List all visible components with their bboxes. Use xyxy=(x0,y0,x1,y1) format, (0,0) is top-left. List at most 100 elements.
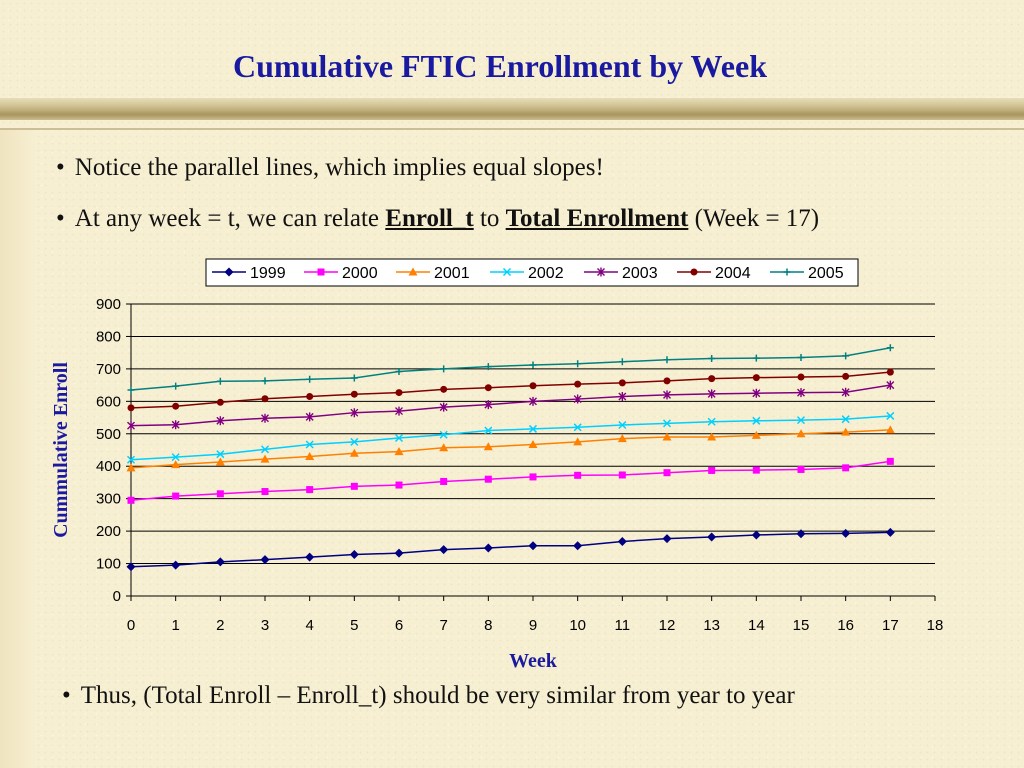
data-point-2001 xyxy=(305,451,315,460)
data-point-2004 xyxy=(440,385,448,393)
data-point-2004 xyxy=(842,372,850,380)
bullet-2-term-enroll-t: Enroll_t xyxy=(385,205,474,232)
data-point-2002 xyxy=(216,450,225,459)
data-point-2005 xyxy=(708,355,716,363)
y-tick-label: 800 xyxy=(96,328,121,345)
legend-marker xyxy=(783,268,791,276)
data-point-2004 xyxy=(529,382,537,390)
data-point-2005 xyxy=(618,358,626,366)
series-2003 xyxy=(127,380,895,431)
data-point-2003 xyxy=(573,394,582,404)
legend-marker xyxy=(690,268,698,276)
series-2005 xyxy=(127,344,894,394)
x-tick-label: 16 xyxy=(837,617,854,634)
data-point-1999 xyxy=(349,549,359,559)
data-point-2003 xyxy=(484,400,493,410)
data-point-2003 xyxy=(886,380,895,390)
data-point-2002 xyxy=(439,430,448,439)
data-point-2003 xyxy=(127,421,135,431)
data-point-2002 xyxy=(662,419,672,428)
data-point-2004 xyxy=(172,402,180,410)
legend-marker xyxy=(317,268,325,276)
data-point-2005 xyxy=(842,352,850,360)
data-point-2003 xyxy=(395,406,403,416)
data-point-2000 xyxy=(172,492,180,500)
x-tick-label: 10 xyxy=(569,617,586,634)
data-point-2000 xyxy=(663,469,671,477)
bullet-glyph: • xyxy=(62,682,71,709)
data-point-2001 xyxy=(662,432,672,441)
data-point-2003 xyxy=(529,396,537,406)
bullet-glyph: • xyxy=(56,205,65,232)
data-point-2002 xyxy=(305,440,314,449)
data-point-2000 xyxy=(842,464,850,472)
data-point-2004 xyxy=(797,373,805,381)
data-point-2005 xyxy=(663,356,671,364)
x-tick-label: 2 xyxy=(216,617,224,634)
data-point-2004 xyxy=(574,380,582,388)
legend-marker xyxy=(408,267,418,276)
data-point-1999 xyxy=(171,560,181,570)
data-point-2002 xyxy=(528,424,538,433)
data-point-2004 xyxy=(127,404,135,412)
data-point-2000 xyxy=(708,466,716,474)
data-point-2000 xyxy=(484,475,492,483)
data-point-2001 xyxy=(528,439,538,448)
data-point-2000 xyxy=(752,466,760,474)
data-point-1999 xyxy=(796,529,806,539)
data-point-1999 xyxy=(841,528,851,538)
data-point-2001 xyxy=(483,442,493,451)
data-point-2003 xyxy=(752,388,761,398)
data-point-1999 xyxy=(751,530,761,540)
data-point-2004 xyxy=(395,389,403,397)
legend-label: 2005 xyxy=(808,265,844,282)
title-divider-band xyxy=(0,98,1024,120)
data-point-2000 xyxy=(574,471,582,479)
data-point-1999 xyxy=(617,536,627,546)
bullet-2-mid: to xyxy=(473,205,506,232)
data-point-2002 xyxy=(171,453,180,462)
data-point-2000 xyxy=(127,496,135,504)
data-point-2004 xyxy=(618,379,626,387)
data-point-2002 xyxy=(841,415,850,424)
y-axis-label: Cummulative Enroll xyxy=(50,362,72,538)
data-point-2004 xyxy=(350,390,358,398)
data-point-2001 xyxy=(751,430,761,439)
data-point-2002 xyxy=(126,455,136,464)
series-2004 xyxy=(127,368,894,412)
legend-label: 1999 xyxy=(250,265,286,282)
data-point-2001 xyxy=(885,425,895,434)
data-point-2003 xyxy=(707,389,716,399)
legend-label: 2001 xyxy=(434,265,470,282)
series-line-1999 xyxy=(130,531,891,568)
data-point-1999 xyxy=(215,557,225,567)
data-point-1999 xyxy=(394,548,404,558)
x-tick-label: 6 xyxy=(395,617,403,634)
data-point-2002 xyxy=(394,433,404,443)
data-point-2005 xyxy=(261,377,269,385)
data-point-2003 xyxy=(171,420,180,430)
data-point-2005 xyxy=(484,363,492,371)
data-point-2001 xyxy=(349,448,359,457)
series-line-2004 xyxy=(130,371,891,409)
data-point-2001 xyxy=(573,437,583,446)
y-tick-label: 400 xyxy=(96,458,121,475)
bullet-2-post: (Week = 17) xyxy=(688,205,820,232)
data-point-2003 xyxy=(216,416,225,426)
legend-label: 2004 xyxy=(715,265,751,282)
data-point-2004 xyxy=(752,374,760,382)
data-point-2005 xyxy=(395,367,403,375)
data-point-2003 xyxy=(439,402,448,412)
series-line-2000 xyxy=(130,460,891,502)
data-point-2005 xyxy=(172,382,180,390)
data-point-2000 xyxy=(216,490,224,498)
data-point-2005 xyxy=(350,374,358,382)
data-point-2000 xyxy=(618,471,626,479)
x-tick-label: 14 xyxy=(748,617,765,634)
bullet-2: • At any week = t, we can relate Enroll_t… xyxy=(56,205,819,233)
y-tick-label: 0 xyxy=(113,588,121,605)
title-divider-line xyxy=(0,128,1024,130)
series-2000 xyxy=(127,457,894,504)
data-point-2003 xyxy=(841,387,850,397)
